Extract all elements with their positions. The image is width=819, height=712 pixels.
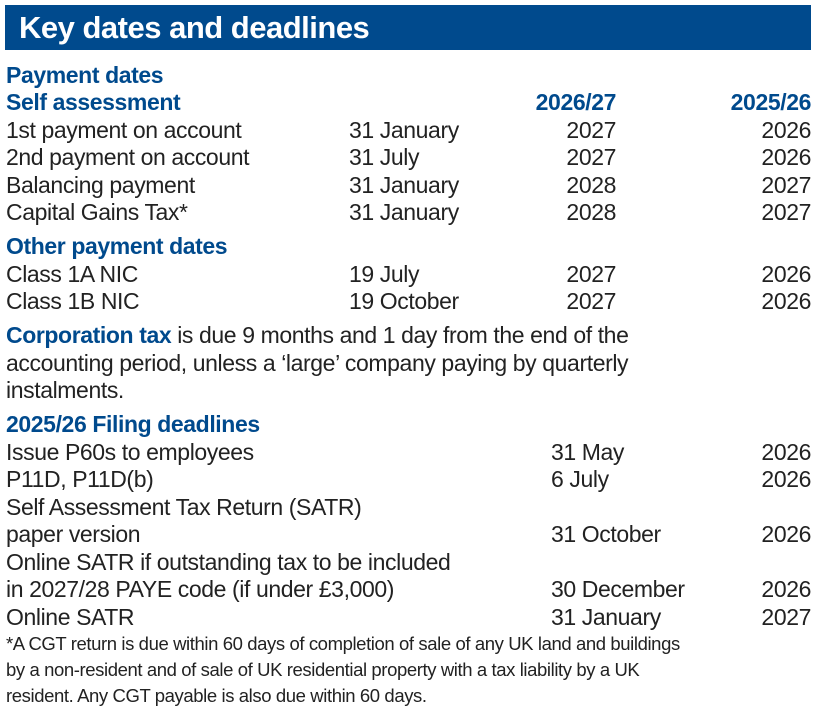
table-row: Online SATR if outstanding tax to be inc… [6,549,811,577]
row-year-2026-27: 2027 [566,116,616,143]
row-year-2025-26: 2026 [761,116,811,143]
table-row: Class 1A NIC 19 July 2027 2026 [6,261,811,289]
row-year-2026-27: 2028 [566,171,616,198]
section-heading-filing-deadlines: 2025/26 Filing deadlines [6,411,260,437]
footnote-line: resident. Any CGT payable is also due wi… [6,685,427,706]
row-label: 1st payment on account [6,116,242,143]
table-row: in 2027/28 PAYE code (if under £3,000) 30… [6,576,811,604]
row-year-2026-27: 2027 [566,288,616,314]
self-assessment-header: Self assessment 2026/27 2025/26 [6,89,811,117]
table-row: Class 1B NIC 19 October 2027 2026 [6,288,811,316]
row-year-2025-26: 2027 [761,171,811,198]
row-year-2026-27: 2028 [566,199,616,225]
row-date: 31 January [349,199,459,225]
table-row: Balancing payment 31 January 2028 2027 [6,172,811,200]
text: instalments. [6,377,124,403]
row-date: 19 July [349,260,420,287]
row-label: P11D, P11D(b) [6,466,154,492]
row-date: 31 January [551,603,661,630]
row-date: 19 October [349,288,459,314]
row-date: 30 December [551,576,685,602]
row-year: 2027 [761,603,811,630]
section-heading-other-payment-dates: Other payment dates [6,233,228,259]
row-label: Class 1B NIC [6,288,140,314]
row-date: 31 July [349,144,420,170]
footnote-line: *A CGT return is due within 60 days of c… [6,633,680,654]
row-label: 2nd payment on account [6,144,250,170]
table-row: paper version 31 October 2026 [6,521,811,549]
row-year-2025-26: 2026 [761,260,811,287]
page-title: Key dates and deadlines [5,5,811,50]
row-date: 31 January [349,116,459,143]
row-date: 31 January [349,171,459,198]
text: accounting period, unless a ‘large’ comp… [6,349,629,376]
table-row: Self Assessment Tax Return (SATR) [6,494,811,522]
table-row: 1st payment on account 31 January 2027 2026 [6,117,811,145]
row-date: 31 October [551,521,661,547]
section-heading-payment-dates: Payment dates [6,61,164,88]
row-label: Class 1A NIC [6,260,138,287]
row-year-2026-27: 2027 [566,260,616,287]
column-header: 2026/27 [535,89,617,115]
footnote: *A CGT return is due within 60 days of c… [6,631,811,709]
table-row: Capital Gains Tax* 31 January 2028 2027 [6,199,811,227]
row-year: 2026 [761,576,811,602]
footnote-line: by a non-resident and of sale of UK resi… [6,659,640,680]
row-label: Balancing payment [6,171,195,198]
row-year-2025-26: 2027 [761,199,811,225]
row-label: Issue P60s to employees [6,438,254,465]
row-year: 2026 [761,438,811,465]
row-date: 31 May [551,438,625,465]
row-year-2026-27: 2027 [566,144,616,170]
table-row: Online SATR 31 January 2027 [6,604,811,632]
row-year-2025-26: 2026 [761,288,811,314]
table-row: 2nd payment on account 31 July 2027 2026 [6,144,811,172]
key-dates-content: Payment dates Self assessment 2026/27 20… [6,62,811,710]
table-row: Issue P60s to employees 31 May 2026 [6,439,811,467]
row-label: Self Assessment Tax Return (SATR) [6,493,362,520]
row-year: 2026 [761,466,811,492]
section-heading: Self assessment [6,89,181,115]
row-label: Online SATR [6,603,135,630]
row-label: Online SATR if outstanding tax to be inc… [6,548,451,575]
row-year-2025-26: 2026 [761,144,811,170]
column-header: 2025/26 [730,89,812,115]
table-row: P11D, P11D(b) 6 July 2026 [6,466,811,494]
corporation-tax-heading: Corporation tax [6,322,172,348]
corporation-tax-paragraph: Corporation tax is due 9 months and 1 da… [6,322,811,405]
text: is due 9 months and 1 day from the end o… [171,322,629,348]
row-label: Capital Gains Tax* [6,199,188,225]
row-label: paper version [6,521,141,547]
row-label: in 2027/28 PAYE code (if under £3,000) [6,576,394,602]
row-year: 2026 [761,521,811,547]
row-date: 6 July [551,466,609,492]
